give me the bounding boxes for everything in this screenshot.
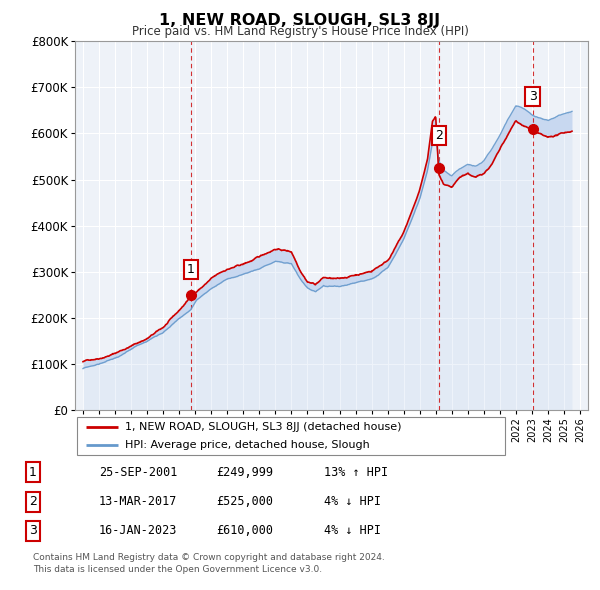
Text: 25-SEP-2001: 25-SEP-2001 xyxy=(99,466,178,478)
Text: Contains HM Land Registry data © Crown copyright and database right 2024.
This d: Contains HM Land Registry data © Crown c… xyxy=(33,553,385,574)
Text: 13% ↑ HPI: 13% ↑ HPI xyxy=(324,466,388,478)
Text: 1: 1 xyxy=(29,466,37,478)
Text: 2: 2 xyxy=(435,129,443,142)
Text: 2: 2 xyxy=(29,495,37,508)
Text: 1, NEW ROAD, SLOUGH, SL3 8JJ: 1, NEW ROAD, SLOUGH, SL3 8JJ xyxy=(160,13,440,28)
Text: £249,999: £249,999 xyxy=(216,466,273,478)
Text: 16-JAN-2023: 16-JAN-2023 xyxy=(99,525,178,537)
Text: £525,000: £525,000 xyxy=(216,495,273,508)
Text: 1, NEW ROAD, SLOUGH, SL3 8JJ (detached house): 1, NEW ROAD, SLOUGH, SL3 8JJ (detached h… xyxy=(125,422,401,432)
Text: 13-MAR-2017: 13-MAR-2017 xyxy=(99,495,178,508)
Text: 4% ↓ HPI: 4% ↓ HPI xyxy=(324,525,381,537)
Text: HPI: Average price, detached house, Slough: HPI: Average price, detached house, Slou… xyxy=(125,440,370,450)
Text: Price paid vs. HM Land Registry's House Price Index (HPI): Price paid vs. HM Land Registry's House … xyxy=(131,25,469,38)
Text: £610,000: £610,000 xyxy=(216,525,273,537)
Text: 1: 1 xyxy=(187,263,195,276)
Text: 4% ↓ HPI: 4% ↓ HPI xyxy=(324,495,381,508)
FancyBboxPatch shape xyxy=(77,417,505,455)
Text: 3: 3 xyxy=(29,525,37,537)
Text: 3: 3 xyxy=(529,90,536,103)
